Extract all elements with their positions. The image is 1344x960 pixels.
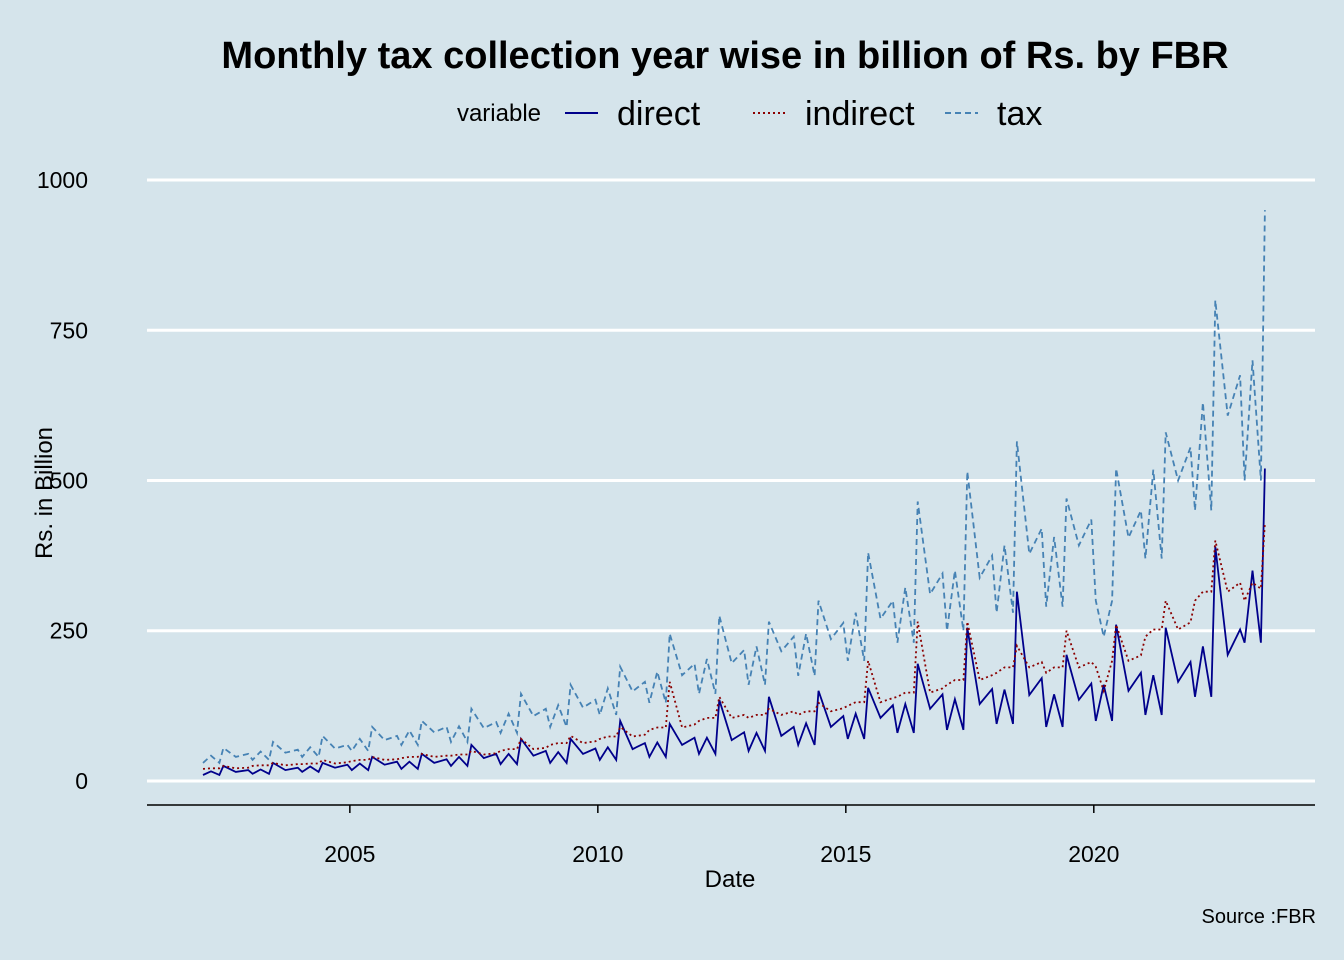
y-tick-label: 250 (50, 618, 88, 644)
chart-title: Monthly tax collection year wise in bill… (221, 35, 1228, 77)
series-line (202, 468, 1266, 777)
x-tick-label: 2005 (324, 841, 375, 867)
y-tick-label: 750 (50, 317, 88, 343)
series-line (202, 210, 1266, 765)
x-tick-label: 2010 (572, 841, 623, 867)
caption: Source :FBR (1202, 906, 1316, 928)
y-tick-label: 1000 (37, 167, 88, 193)
legend-label: direct (617, 95, 701, 133)
x-tick-label: 2015 (820, 841, 871, 867)
series-line (202, 522, 1266, 770)
legend-title: variable (457, 100, 541, 127)
y-tick-label: 0 (75, 768, 88, 794)
legend-label: tax (997, 95, 1042, 133)
x-axis-title: Date (705, 866, 756, 893)
y-tick-label: 500 (50, 467, 88, 493)
y-axis-title: Rs. in Billion (31, 427, 58, 559)
x-tick-label: 2020 (1068, 841, 1119, 867)
legend-label: indirect (805, 95, 915, 133)
